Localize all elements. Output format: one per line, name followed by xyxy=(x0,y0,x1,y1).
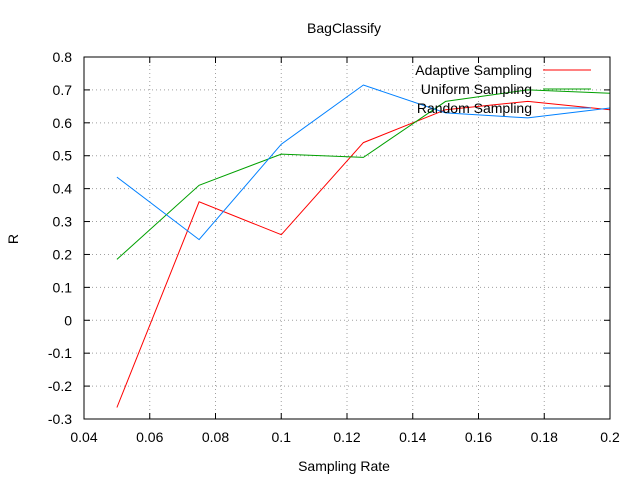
y-tick-label: 0.7 xyxy=(53,82,73,98)
x-tick-label: 0.12 xyxy=(333,429,360,445)
y-tick-label: -0.1 xyxy=(48,345,72,361)
y-tick-label: 0.2 xyxy=(53,246,73,262)
legend: Adaptive Sampling Uniform Sampling Random … xyxy=(415,62,591,116)
x-tick-label: 0.16 xyxy=(465,429,492,445)
label-layer: 0.04 0.06 0.08 0.1 0.12 0.14 0.16 0.18 0.2 -0.3 -0… xyxy=(48,49,620,445)
series-line-adaptive-sampling xyxy=(116,100,611,408)
x-tick-label: 0.18 xyxy=(531,429,558,445)
y-tick-label: 0 xyxy=(64,312,72,328)
y-tick-label: 0.1 xyxy=(53,279,73,295)
y-tick-label: 0.3 xyxy=(53,214,73,230)
legend-label-random-sampling: Random Sampling xyxy=(417,100,532,116)
grid-layer xyxy=(84,57,610,419)
series-line-random-sampling xyxy=(116,84,611,241)
x-tick-label: 0.14 xyxy=(399,429,426,445)
y-tick-label: 0.4 xyxy=(53,181,73,197)
plot-frame xyxy=(83,56,611,420)
series-layer xyxy=(116,84,611,408)
x-tick-label: 0.06 xyxy=(136,429,163,445)
x-tick-label: 0.2 xyxy=(600,429,620,445)
x-tick-label: 0.08 xyxy=(202,429,229,445)
series-line-uniform-sampling xyxy=(116,89,611,260)
y-tick-label: 0.5 xyxy=(53,148,73,164)
x-tick-label: 0.04 xyxy=(70,429,97,445)
x-axis-label: Sampling Rate xyxy=(298,458,390,474)
legend-label-adaptive-sampling: Adaptive Sampling xyxy=(415,62,532,78)
y-tick-label: 0.8 xyxy=(53,49,73,65)
y-tick-label: 0.6 xyxy=(53,115,73,131)
x-tick-label: 0.1 xyxy=(272,429,292,445)
y-tick-label: -0.2 xyxy=(48,378,72,394)
legend-label-uniform-sampling: Uniform Sampling xyxy=(421,81,532,97)
y-axis-label: R xyxy=(5,234,21,244)
y-tick-label: -0.3 xyxy=(48,411,72,427)
chart-title: BagClassify xyxy=(307,20,381,36)
